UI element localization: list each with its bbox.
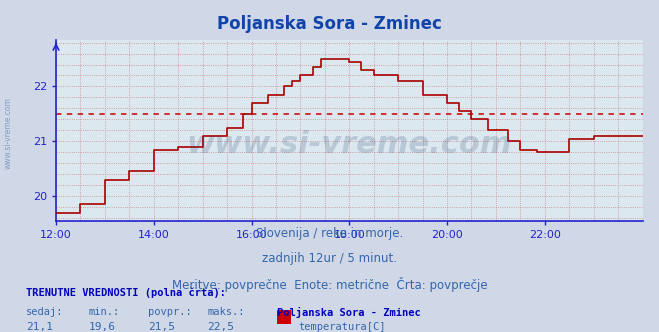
Text: sedaj:: sedaj: — [26, 307, 64, 317]
Text: 21,5: 21,5 — [148, 322, 175, 332]
Text: min.:: min.: — [89, 307, 120, 317]
Text: maks.:: maks.: — [208, 307, 245, 317]
Text: 19,6: 19,6 — [89, 322, 116, 332]
Text: Poljanska Sora - Zminec: Poljanska Sora - Zminec — [277, 307, 420, 318]
Text: www.si-vreme.com: www.si-vreme.com — [3, 97, 13, 169]
Text: 21,1: 21,1 — [26, 322, 53, 332]
Text: Slovenija / reke in morje.: Slovenija / reke in morje. — [256, 227, 403, 240]
Text: Poljanska Sora - Zminec: Poljanska Sora - Zminec — [217, 15, 442, 33]
Text: TRENUTNE VREDNOSTI (polna črta):: TRENUTNE VREDNOSTI (polna črta): — [26, 287, 226, 298]
Text: temperatura[C]: temperatura[C] — [299, 322, 386, 332]
Text: www.si-vreme.com: www.si-vreme.com — [186, 130, 512, 159]
Text: povpr.:: povpr.: — [148, 307, 192, 317]
Text: Meritve: povprečne  Enote: metrične  Črta: povprečje: Meritve: povprečne Enote: metrične Črta:… — [172, 277, 487, 292]
Text: 22,5: 22,5 — [208, 322, 235, 332]
Text: zadnjih 12ur / 5 minut.: zadnjih 12ur / 5 minut. — [262, 252, 397, 265]
